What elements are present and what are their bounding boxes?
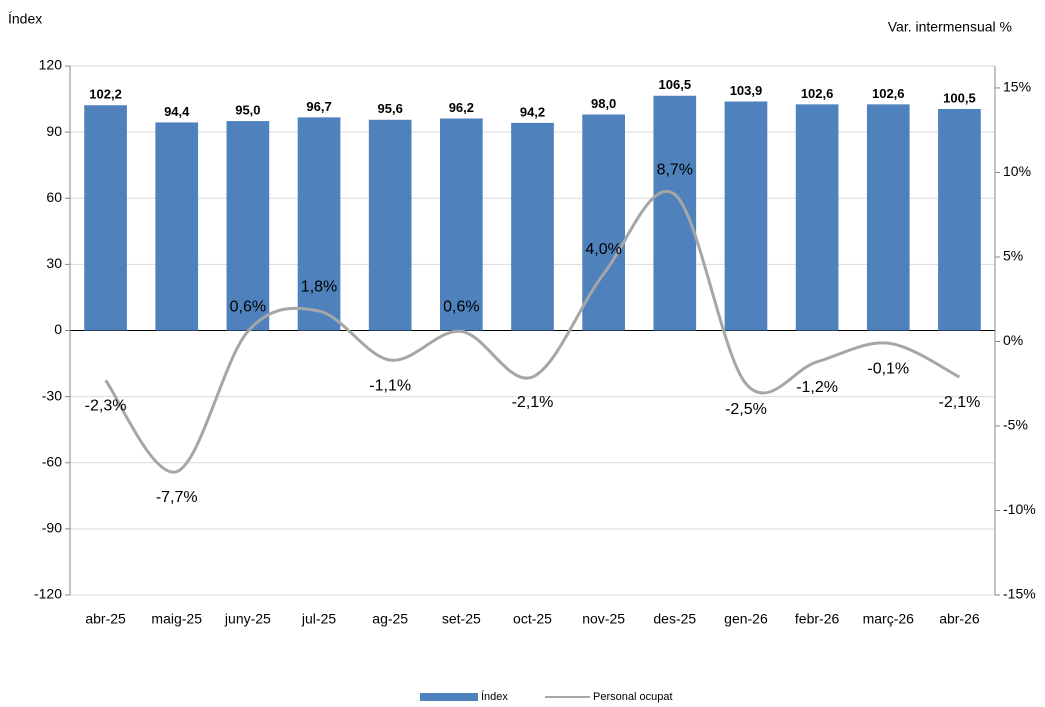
line-value-label: 1,8%: [301, 278, 337, 295]
bar-value-label: 98,0: [591, 96, 616, 111]
bar-value-label: 102,2: [89, 87, 122, 102]
y2-tick-label: 5%: [1003, 248, 1023, 264]
bar: [226, 121, 270, 331]
bar-value-label: 102,6: [801, 86, 834, 101]
line-value-label: 0,6%: [230, 299, 266, 316]
bar: [440, 118, 483, 331]
bar: [155, 122, 199, 331]
bar-value-label: 96,7: [306, 99, 331, 114]
bar-value-label: 102,6: [872, 86, 905, 101]
y2-tick-label: -15%: [1003, 586, 1036, 602]
y2-tick-label: 0%: [1003, 332, 1023, 348]
line-value-label: -2,1%: [939, 394, 981, 411]
y-tick-label: 90: [46, 123, 62, 139]
bar: [511, 122, 554, 331]
x-tick-label: jul-25: [301, 611, 336, 627]
legend-swatch: [545, 696, 590, 698]
y-tick-label: -90: [42, 520, 62, 536]
bar-value-label: 94,4: [164, 104, 190, 119]
bar: [368, 119, 412, 331]
legend-label: Personal ocupat: [593, 691, 673, 703]
bar-value-label: 100,5: [943, 90, 976, 105]
line-value-label: -7,7%: [156, 489, 198, 506]
x-tick-label: ag-25: [372, 611, 408, 627]
x-tick-label: març-26: [863, 611, 915, 627]
bar: [297, 117, 341, 331]
y-tick-label: 0: [54, 321, 62, 337]
x-tick-label: maig-25: [151, 611, 202, 627]
x-tick-label: des-25: [653, 611, 696, 627]
y-tick-label: 120: [39, 57, 63, 73]
bar-value-label: 94,2: [520, 104, 545, 119]
line-value-label: 0,6%: [443, 299, 479, 316]
line: [104, 190, 961, 474]
x-tick-label: febr-26: [795, 611, 840, 627]
y-tick-label: 60: [46, 189, 62, 205]
bar: [866, 104, 910, 331]
line-value-label: -1,2%: [796, 379, 838, 396]
y2-tick-label: 15%: [1003, 79, 1031, 95]
y-tick-label: -30: [42, 387, 62, 403]
y-tick-label: -60: [42, 453, 62, 469]
y-axis-title: Índex: [8, 11, 42, 27]
x-tick-label: gen-26: [724, 611, 768, 627]
bar-value-label: 96,2: [449, 100, 474, 115]
y-tick-label: 30: [46, 255, 62, 271]
line-value-label: -2,3%: [85, 398, 127, 415]
line-value-label: -0,1%: [867, 360, 909, 377]
bar-value-label: 95,6: [378, 101, 403, 116]
x-tick-label: oct-25: [513, 611, 552, 627]
line-value-label: -2,1%: [512, 394, 554, 411]
line-value-label: 8,7%: [657, 162, 693, 179]
bar: [795, 104, 839, 331]
line-value-label: 4,0%: [585, 241, 621, 258]
y2-axis-title: Var. intermensual %: [888, 19, 1012, 35]
y2-tick-label: 10%: [1003, 163, 1031, 179]
x-tick-label: abr-26: [939, 611, 980, 627]
bar-value-label: 103,9: [730, 83, 763, 98]
bar: [653, 95, 697, 331]
x-tick-label: nov-25: [582, 611, 625, 627]
bar: [84, 105, 127, 331]
x-tick-label: juny-25: [224, 611, 271, 627]
bar: [938, 108, 981, 331]
legend-label: Índex: [481, 690, 508, 703]
y2-tick-label: -5%: [1003, 417, 1028, 433]
line-value-label: -2,5%: [725, 401, 767, 418]
bar-value-label: 106,5: [659, 77, 692, 92]
bar-value-label: 95,0: [235, 103, 260, 118]
legend-swatch: [420, 693, 478, 701]
x-tick-label: set-25: [442, 611, 481, 627]
bar: [724, 101, 768, 331]
y-tick-label: -120: [34, 586, 62, 602]
line-value-label: -1,1%: [369, 377, 411, 394]
x-tick-label: abr-25: [85, 611, 126, 627]
y2-tick-label: -10%: [1003, 501, 1036, 517]
